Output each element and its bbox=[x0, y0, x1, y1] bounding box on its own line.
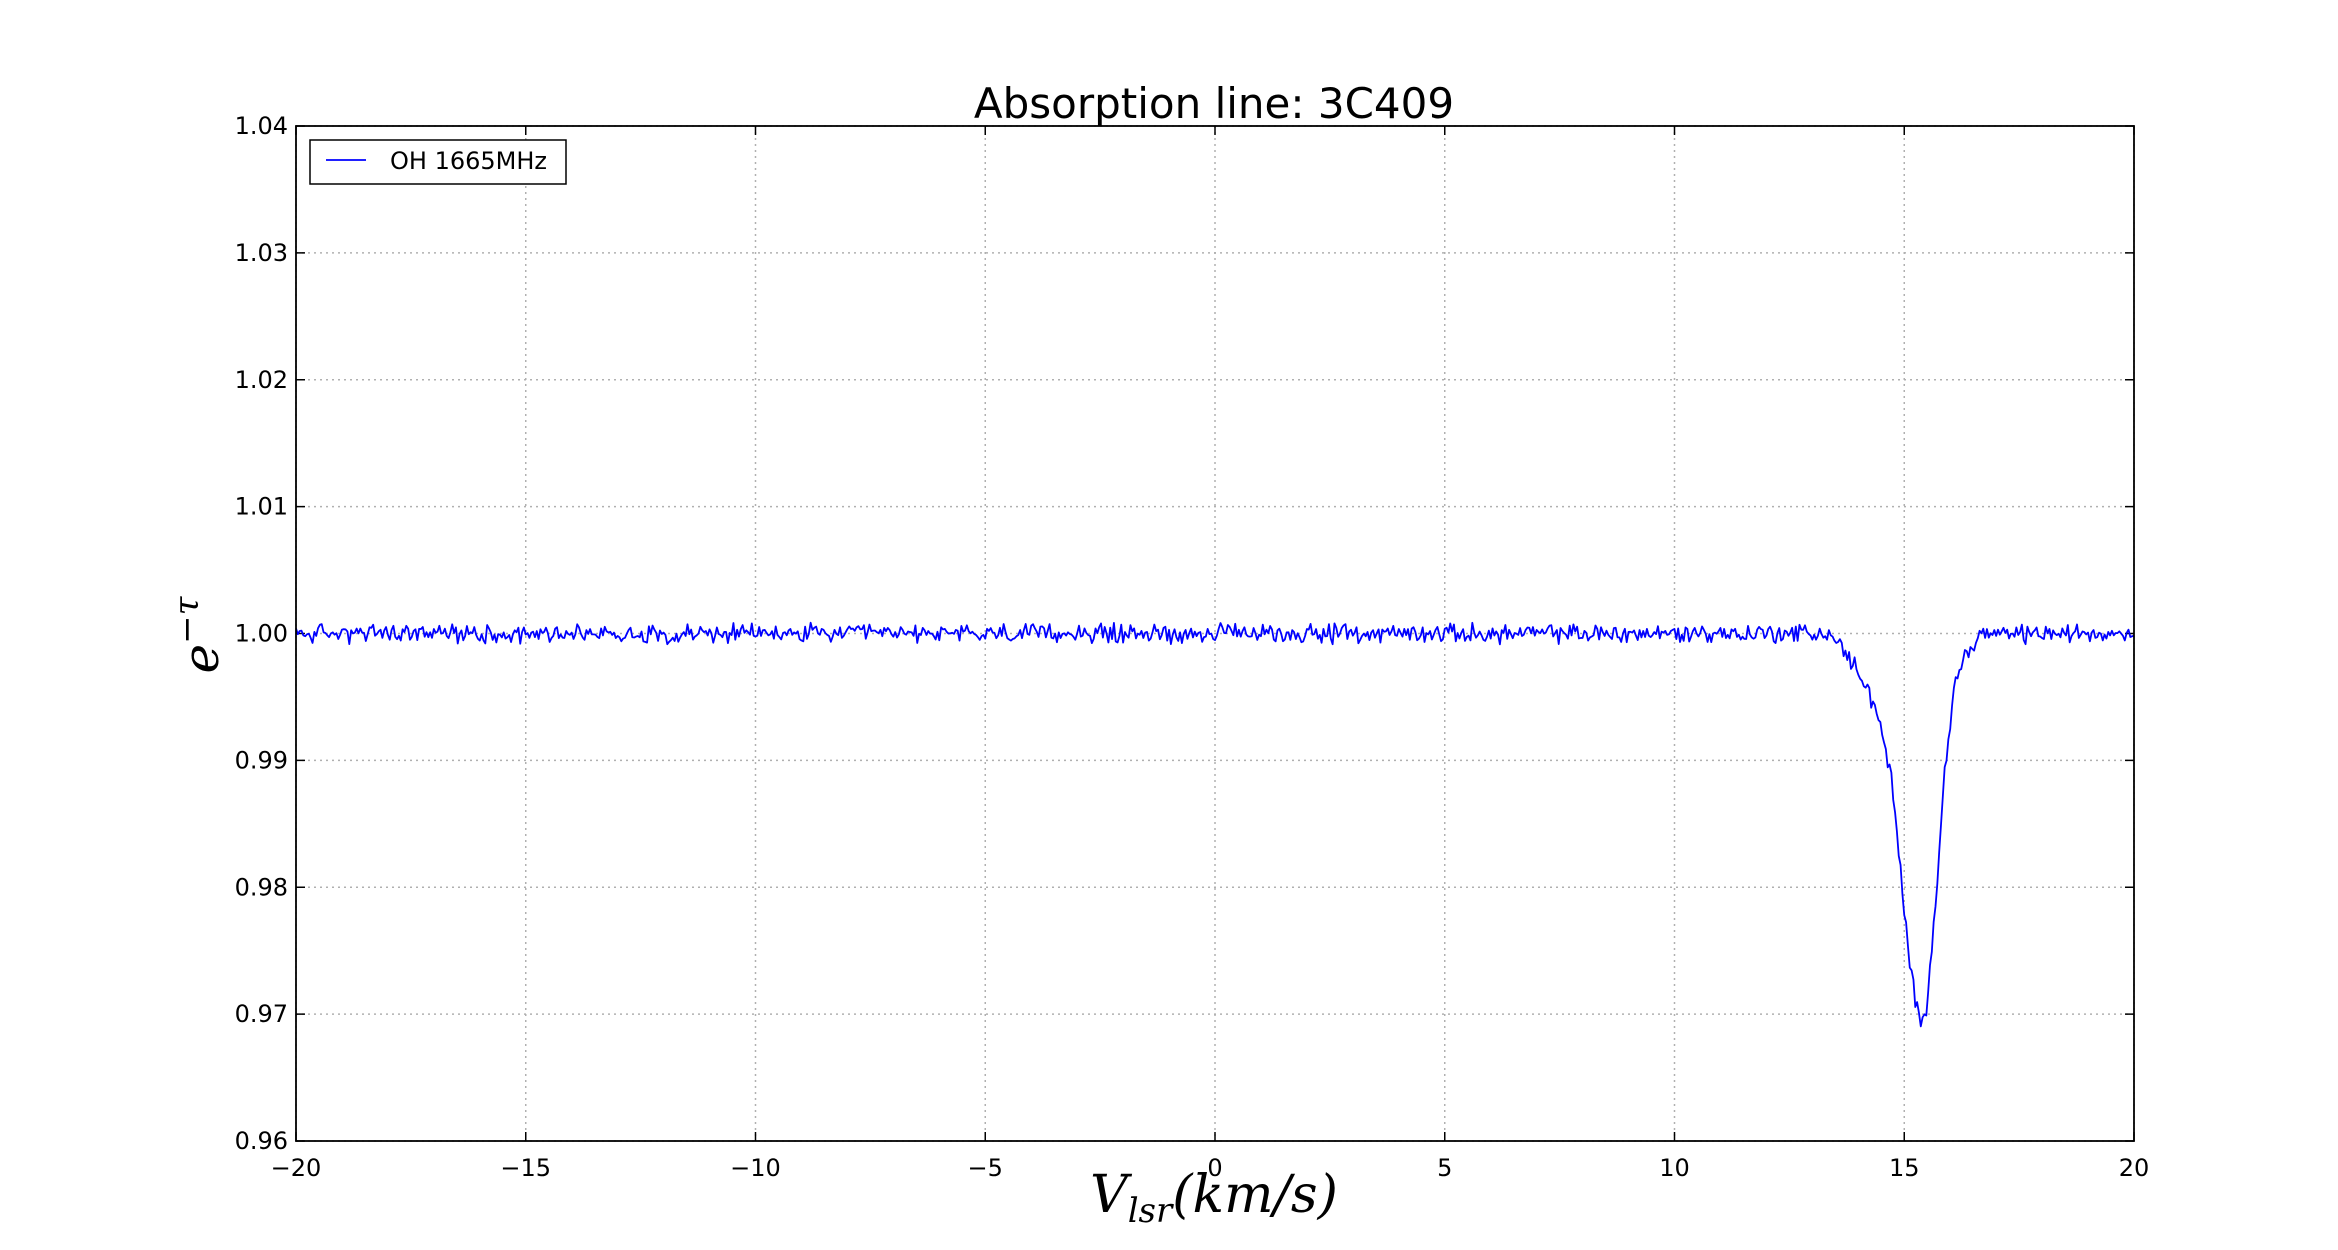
x-axis-label-subscript: lsr bbox=[1128, 1191, 1174, 1231]
x-axis-label-rest: (km/s) bbox=[1172, 1165, 1338, 1225]
x-tick-label: 10 bbox=[1659, 1154, 1690, 1182]
y-tick-label: 1.00 bbox=[235, 620, 288, 648]
x-axis-label: Vlsr(km/s) bbox=[1090, 1165, 1338, 1231]
y-tick-labels: 0.96 0.97 0.98 0.99 1.00 1.01 1.02 1.03 1.04 bbox=[235, 112, 288, 1155]
y-tick-label: 1.01 bbox=[235, 493, 288, 521]
y-tick-label: 0.96 bbox=[235, 1127, 288, 1155]
x-tick-label: −20 bbox=[271, 1154, 322, 1182]
y-tick-label: 0.97 bbox=[235, 1000, 288, 1028]
x-tick-label: −10 bbox=[730, 1154, 781, 1182]
x-tick-label: −5 bbox=[968, 1154, 1003, 1182]
x-tick-label: 20 bbox=[2119, 1154, 2150, 1182]
x-axis-label-base: V bbox=[1090, 1165, 1132, 1225]
x-tick-label: 5 bbox=[1437, 1154, 1452, 1182]
y-tick-label: 0.99 bbox=[235, 746, 288, 774]
y-tick-label: 1.02 bbox=[235, 366, 288, 394]
x-tick-labels: −20 −15 −10 −5 0 5 10 15 20 bbox=[271, 1154, 2150, 1182]
x-tick-label: 15 bbox=[1889, 1154, 1920, 1182]
series-line-oh-1665mhz bbox=[295, 621, 2135, 1028]
plot-frame bbox=[295, 125, 2135, 1142]
legend: OH 1665MHz bbox=[309, 139, 567, 185]
x-tick-label: −15 bbox=[500, 1154, 551, 1182]
y-tick-label: 1.03 bbox=[235, 239, 288, 267]
y-axis-label-base: e bbox=[172, 644, 230, 674]
legend-label-oh-1665mhz: OH 1665MHz bbox=[390, 147, 547, 175]
y-axis-label-superscript: −τ bbox=[167, 595, 207, 643]
y-tick-label: 1.04 bbox=[235, 112, 288, 140]
y-tick-label: 0.98 bbox=[235, 873, 288, 901]
y-axis-label: e−τ bbox=[167, 595, 230, 673]
chart-title: Absorption line: 3C409 bbox=[974, 79, 1454, 128]
legend-box bbox=[309, 139, 567, 185]
x-tick-label: 0 bbox=[1207, 1154, 1222, 1182]
